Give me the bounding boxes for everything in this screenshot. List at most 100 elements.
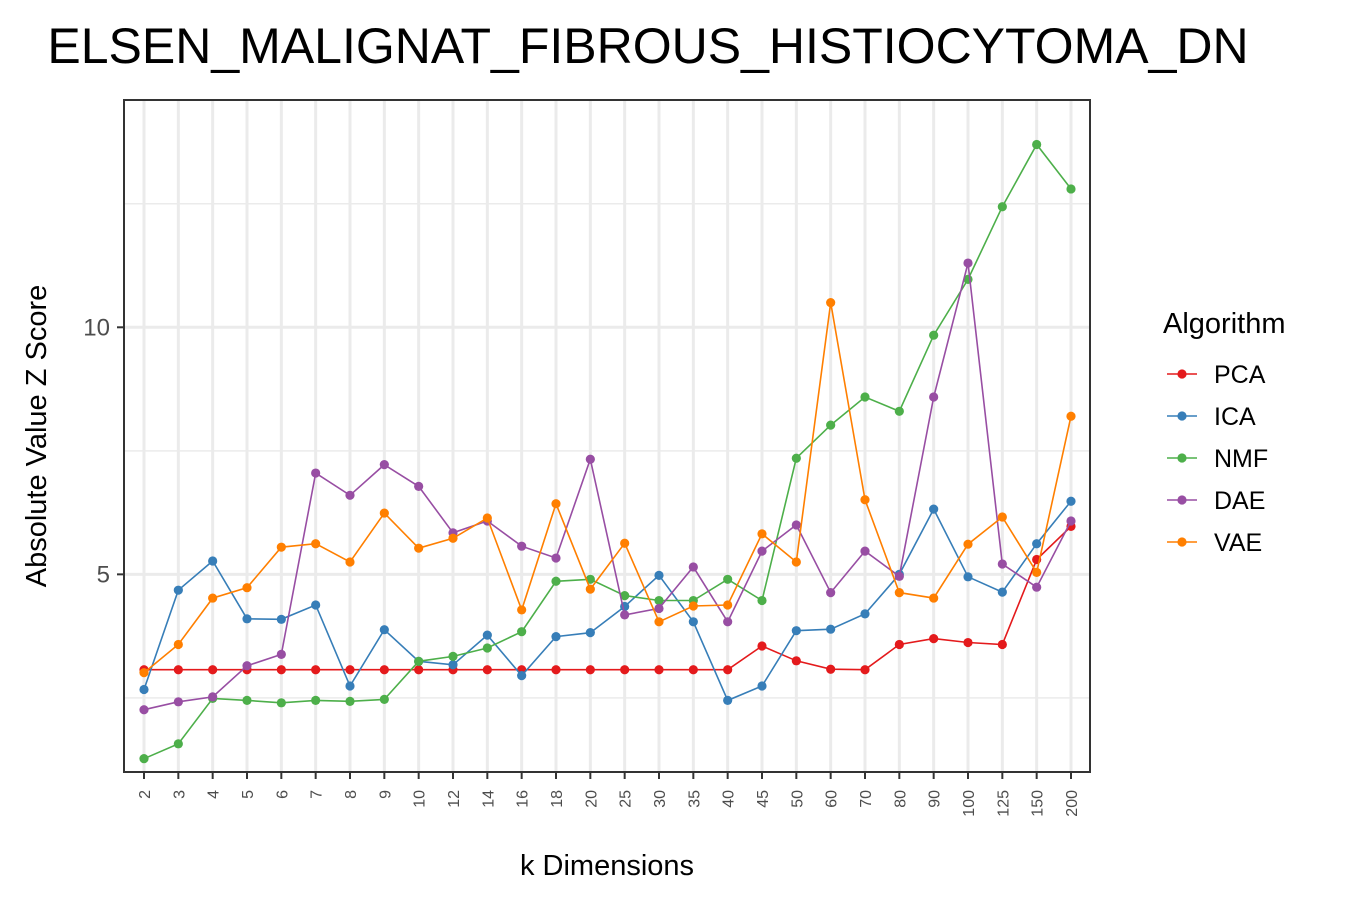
data-point-dae xyxy=(173,697,183,707)
legend-label: VAE xyxy=(1214,529,1262,557)
data-point-ica xyxy=(791,626,801,636)
x-tick-label: 60 xyxy=(824,790,841,808)
data-point-nmf xyxy=(482,643,492,653)
data-point-nmf xyxy=(894,406,904,416)
data-point-dae xyxy=(208,692,218,702)
legend-item-nmf: NMF xyxy=(1167,445,1268,473)
data-point-ica xyxy=(757,681,767,691)
x-tick-label: 18 xyxy=(549,790,566,808)
x-tick-label: 16 xyxy=(515,790,532,808)
data-point-ica xyxy=(963,572,973,582)
legend-item-vae: VAE xyxy=(1167,529,1262,557)
data-point-vae xyxy=(517,605,527,615)
series-line-nmf xyxy=(143,143,1072,760)
x-tick-label: 45 xyxy=(755,790,772,808)
data-point-dae xyxy=(585,454,595,464)
legend-label: DAE xyxy=(1214,487,1265,515)
data-point-nmf xyxy=(1066,184,1076,194)
x-tick-label: 80 xyxy=(892,790,909,808)
data-point-nmf xyxy=(551,576,561,586)
data-point-dae xyxy=(1066,516,1076,526)
data-point-vae xyxy=(757,529,767,539)
data-point-dae xyxy=(963,258,973,268)
data-point-vae xyxy=(1032,567,1042,577)
x-tick-label: 7 xyxy=(309,790,326,799)
data-point-nmf xyxy=(826,420,836,430)
data-point-ica xyxy=(517,671,527,681)
legend: Algorithm PCA ICA NMF DAE VAE xyxy=(1163,308,1286,557)
data-point-pca xyxy=(688,665,698,675)
x-tick-label: 70 xyxy=(858,790,875,808)
series-line-ica xyxy=(143,500,1072,702)
data-point-vae xyxy=(139,668,149,678)
x-tick-label: 2 xyxy=(137,790,154,799)
data-point-nmf xyxy=(139,754,149,764)
data-point-vae xyxy=(345,557,355,567)
data-point-ica xyxy=(929,504,939,514)
data-point-dae xyxy=(242,661,252,671)
data-point-nmf xyxy=(414,656,424,666)
series-line-vae xyxy=(143,302,1072,674)
data-point-vae xyxy=(1066,411,1076,421)
data-point-dae xyxy=(414,481,424,491)
data-point-dae xyxy=(379,460,389,470)
data-point-dae xyxy=(791,520,801,530)
x-tick-label: 20 xyxy=(583,790,600,808)
data-point-ica xyxy=(723,695,733,705)
x-tick-label: 50 xyxy=(789,790,806,808)
data-point-ica xyxy=(860,609,870,619)
data-point-ica xyxy=(688,617,698,627)
legend-key-point xyxy=(1177,369,1187,379)
data-point-dae xyxy=(139,705,149,715)
data-point-pca xyxy=(997,639,1007,650)
legend-label: NMF xyxy=(1214,445,1268,473)
data-point-vae xyxy=(311,539,321,549)
data-point-nmf xyxy=(723,574,733,584)
data-point-nmf xyxy=(757,595,767,606)
data-point-vae xyxy=(654,617,664,627)
data-point-ica xyxy=(173,585,183,595)
data-point-nmf xyxy=(517,627,527,637)
data-point-dae xyxy=(1032,582,1042,592)
x-tick-label: 9 xyxy=(377,790,394,799)
series-line-pca xyxy=(144,525,1072,671)
data-point-vae xyxy=(379,508,389,518)
data-point-nmf xyxy=(654,595,664,606)
x-tick-label: 30 xyxy=(652,790,669,808)
data-point-nmf xyxy=(929,330,939,340)
legend-item-dae: DAE xyxy=(1167,487,1265,515)
data-point-dae xyxy=(517,541,527,551)
data-point-vae xyxy=(551,499,561,509)
x-tick-label: 150 xyxy=(1030,790,1047,817)
data-point-nmf xyxy=(379,694,389,704)
data-point-dae xyxy=(688,562,698,572)
x-axis-title: k Dimensions xyxy=(520,850,694,882)
data-point-dae xyxy=(311,468,321,478)
legend-key-point xyxy=(1177,453,1187,463)
data-point-pca xyxy=(894,639,904,650)
chart-title: ELSEN_MALIGNAT_FIBROUS_HISTIOCYTOMA_DN xyxy=(47,18,1248,74)
data-point-ica xyxy=(654,570,664,580)
data-point-ica xyxy=(448,660,458,670)
legend-item-ica: ICA xyxy=(1167,403,1256,431)
data-point-ica xyxy=(379,625,389,635)
legend-label: PCA xyxy=(1214,361,1266,389)
x-tick-label: 10 xyxy=(412,790,429,808)
y-tick-label: 10 xyxy=(83,314,110,341)
series-layer xyxy=(139,139,1076,764)
x-tick-label: 25 xyxy=(618,790,635,808)
data-point-pca xyxy=(379,665,389,675)
data-point-dae xyxy=(551,553,561,563)
data-point-vae xyxy=(208,593,218,603)
data-point-vae xyxy=(929,593,939,603)
data-point-vae xyxy=(482,513,492,523)
data-point-pca xyxy=(345,665,355,675)
data-point-dae xyxy=(757,546,767,556)
x-tick-label: 90 xyxy=(927,790,944,808)
data-point-ica xyxy=(997,587,1007,597)
data-point-nmf xyxy=(860,392,870,402)
data-point-ica xyxy=(208,556,218,566)
data-point-vae xyxy=(894,588,904,598)
data-point-pca xyxy=(276,665,286,675)
